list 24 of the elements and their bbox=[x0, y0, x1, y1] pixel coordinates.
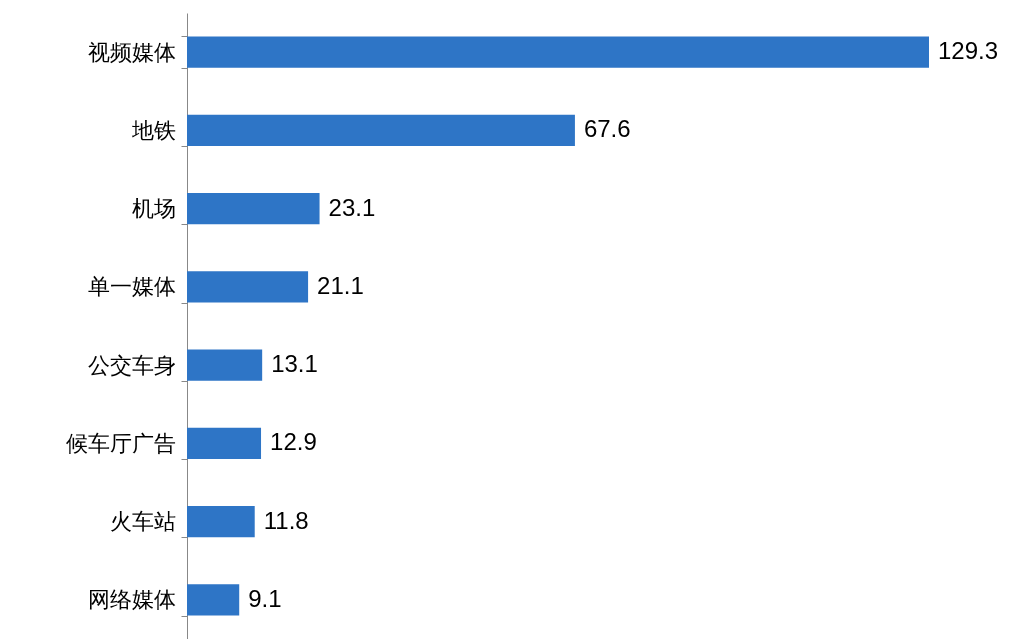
data-label: 21.1 bbox=[317, 271, 364, 299]
y-tick-label: 机场 bbox=[131, 196, 176, 222]
bar bbox=[187, 36, 929, 68]
data-label: 9.1 bbox=[248, 584, 282, 612]
bar bbox=[187, 584, 240, 616]
data-label: 13.1 bbox=[271, 350, 318, 378]
data-label: 12.9 bbox=[270, 428, 317, 456]
bar bbox=[187, 192, 320, 225]
y-tick-label: 视频媒体 bbox=[87, 39, 176, 65]
bar bbox=[187, 271, 309, 303]
y-tick-label: 网络媒体 bbox=[87, 587, 176, 613]
bar bbox=[187, 349, 263, 381]
data-label: 23.1 bbox=[328, 193, 376, 221]
bar bbox=[187, 427, 262, 460]
y-tick-label: 公交车身 bbox=[87, 352, 176, 378]
y-tick-label: 地铁 bbox=[130, 117, 176, 143]
bar bbox=[187, 114, 575, 147]
data-label: 67.6 bbox=[583, 115, 631, 143]
y-tick-label: 单一媒体 bbox=[87, 274, 176, 300]
data-label: 11.8 bbox=[263, 506, 309, 534]
y-tick-label: 候车厅广告 bbox=[65, 430, 176, 456]
data-label: 129.3 bbox=[938, 37, 999, 65]
bar bbox=[187, 505, 255, 538]
y-tick-label: 火车站 bbox=[109, 509, 176, 535]
